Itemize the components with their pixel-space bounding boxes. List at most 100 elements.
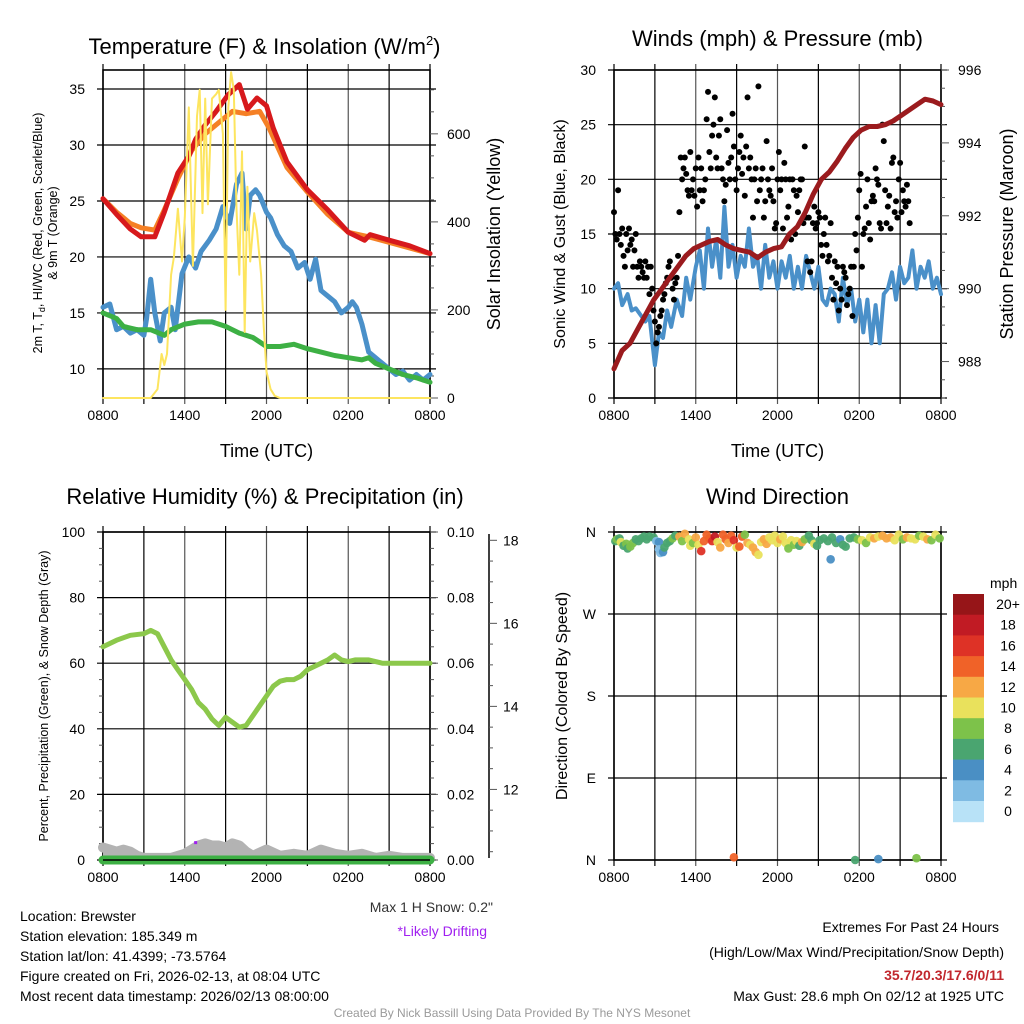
- y2-tick-label: 0.08: [447, 590, 474, 606]
- gust-point: [771, 225, 778, 232]
- gust-point: [632, 231, 639, 237]
- gust-point: [728, 154, 735, 161]
- gust-point: [794, 209, 801, 216]
- gust-point: [705, 88, 712, 95]
- colorbar-swatch: [953, 738, 984, 761]
- x-tick-label: 2000: [762, 407, 793, 423]
- gust-point: [781, 159, 788, 166]
- gust-point: [625, 225, 632, 232]
- gust-point: [741, 192, 748, 199]
- gust-point: [883, 220, 890, 227]
- gust-point: [812, 225, 819, 232]
- y2-tick-label: 0.02: [447, 786, 474, 802]
- gust-point: [711, 94, 718, 101]
- gust-point: [760, 214, 767, 221]
- gust-point: [744, 94, 751, 101]
- gust-point: [692, 165, 699, 172]
- gust-point: [628, 236, 635, 243]
- gust-point: [897, 159, 904, 166]
- gust-point: [784, 214, 791, 221]
- y2-tick-label: 994: [958, 135, 982, 151]
- gust-point: [713, 154, 720, 161]
- gust-point: [816, 214, 823, 221]
- gust-point: [721, 198, 728, 205]
- x-tick-label: 1400: [680, 869, 711, 885]
- gust-point: [864, 176, 871, 183]
- y-tick-label: N: [586, 524, 596, 540]
- x-tick-label: 0800: [925, 407, 956, 423]
- y-tick-label: 25: [580, 117, 596, 133]
- gust-point: [903, 181, 910, 188]
- y-tick-label: 5: [588, 335, 596, 351]
- gust-point: [852, 231, 859, 237]
- x-tick-label: 0800: [598, 407, 629, 423]
- wind-direction-point: [841, 542, 850, 551]
- gust-point: [763, 138, 770, 145]
- colorbar-swatch: [953, 676, 984, 698]
- y-tick-label: 30: [69, 137, 85, 153]
- y3-tick-label: 16: [503, 615, 519, 631]
- series-line-pressure: [611, 96, 944, 372]
- colorbar-label: 10: [1000, 700, 1016, 716]
- gust-point: [647, 263, 654, 270]
- y-tick-label: 20: [69, 249, 85, 265]
- gust-point: [878, 225, 885, 232]
- gust-point: [627, 241, 634, 248]
- gust-point: [691, 192, 698, 199]
- y-tick-label: 60: [69, 655, 85, 671]
- gust-point: [745, 165, 752, 172]
- y-axis-label: Direction (Colored By Speed): [554, 592, 571, 800]
- gust-point: [673, 274, 680, 281]
- gust-point: [695, 154, 702, 161]
- gust-point: [681, 154, 688, 161]
- gust-point: [850, 263, 857, 270]
- gust-point: [869, 192, 876, 199]
- gust-point: [799, 176, 806, 183]
- y-tick-label: 10: [580, 281, 596, 297]
- gust-point: [873, 176, 880, 183]
- gust-point: [740, 154, 747, 161]
- x-tick-label: 1400: [169, 869, 200, 885]
- x-tick-label: 0800: [87, 407, 118, 423]
- wind-direction-point: [754, 550, 763, 560]
- gust-point: [766, 187, 773, 194]
- gust-point: [880, 138, 887, 145]
- y-tick-label: 15: [69, 305, 85, 321]
- gust-point: [694, 203, 701, 210]
- gust-point: [893, 198, 900, 205]
- gust-point: [661, 291, 668, 298]
- gust-point: [707, 165, 714, 172]
- gust-point: [824, 258, 831, 265]
- y2-tick-label: 996: [958, 62, 982, 78]
- extremes-values: 35.7/20.3/17.6/0/11: [884, 967, 1004, 983]
- wind-pressure-chart: 0800 1400 2000 0200 080005101520253098899099…: [552, 26, 1017, 461]
- series-line-solar-insolation: [102, 71, 431, 399]
- x-tick-label: 0200: [333, 869, 364, 885]
- gust-point: [829, 274, 835, 281]
- gust-point: [687, 149, 694, 155]
- gust-point: [789, 176, 796, 183]
- latlon-label: Station lat/lon: 41.4399; -73.5764: [20, 948, 227, 964]
- gust-point: [722, 181, 729, 188]
- plot-frame: [613, 531, 942, 861]
- gust-point: [820, 231, 827, 237]
- drifting-marker: [194, 841, 198, 845]
- credit-label: Created By Nick Bassill Using Data Provi…: [333, 1006, 691, 1020]
- gust-point: [749, 214, 756, 221]
- wind-direction-point: [715, 543, 725, 552]
- y-tick-label: W: [583, 606, 597, 622]
- gust-point: [756, 187, 763, 194]
- x-axis-label: Time (UTC): [220, 441, 313, 461]
- gust-point: [898, 209, 905, 216]
- gust-point: [631, 247, 638, 254]
- gust-point: [867, 236, 874, 243]
- gust-point: [743, 143, 750, 150]
- gust-point: [685, 192, 692, 199]
- gust-point: [613, 236, 620, 243]
- colorbar-swatch: [953, 718, 984, 740]
- gust-point: [796, 187, 803, 194]
- colorbar-title: mph: [990, 575, 1017, 591]
- colorbar-label: 14: [1000, 658, 1016, 674]
- gust-point: [876, 220, 883, 227]
- gust-point: [822, 214, 829, 221]
